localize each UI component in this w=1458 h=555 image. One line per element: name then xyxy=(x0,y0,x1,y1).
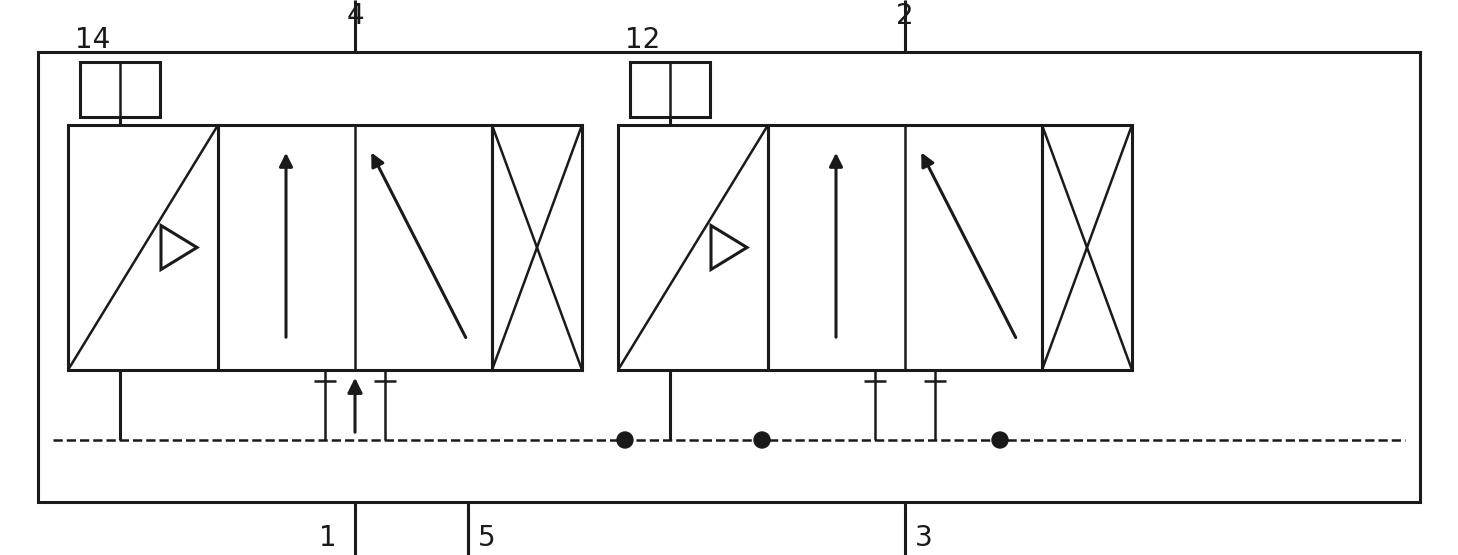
Text: 12: 12 xyxy=(625,26,660,54)
Circle shape xyxy=(754,432,770,448)
Text: 14: 14 xyxy=(76,26,111,54)
Text: 3: 3 xyxy=(916,524,933,552)
Bar xyxy=(1042,125,1131,370)
Circle shape xyxy=(991,432,1007,448)
Bar xyxy=(219,125,491,370)
Bar xyxy=(69,125,219,370)
Text: 4: 4 xyxy=(346,2,364,30)
Bar xyxy=(630,62,710,117)
Text: 2: 2 xyxy=(897,2,914,30)
Bar xyxy=(618,125,768,370)
Text: 5: 5 xyxy=(478,524,496,552)
Bar xyxy=(768,125,1042,370)
Bar xyxy=(38,52,1420,502)
Text: 1: 1 xyxy=(319,524,337,552)
Bar xyxy=(491,125,582,370)
Circle shape xyxy=(617,432,633,448)
Bar xyxy=(80,62,160,117)
